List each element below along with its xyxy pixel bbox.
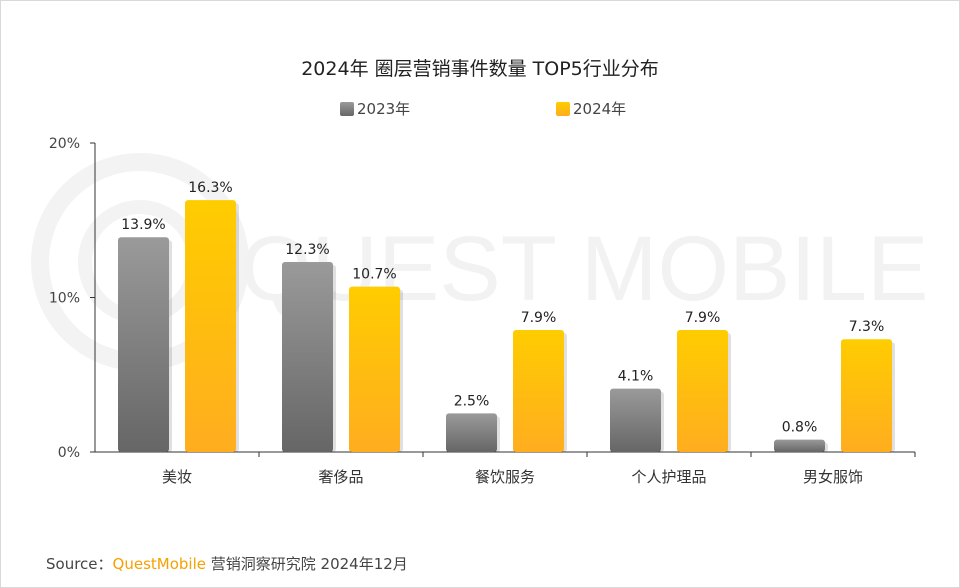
bar-2023 <box>446 413 497 452</box>
source-brand: QuestMobile <box>112 555 206 573</box>
bar-2024 <box>185 200 236 452</box>
bar-2023 <box>774 439 825 452</box>
bar-2023 <box>282 261 333 452</box>
y-tick-label: 10% <box>49 291 80 307</box>
watermark-text: QUEST MOBILE <box>240 218 928 320</box>
data-label: 7.9% <box>521 310 557 326</box>
x-category-label: 个人护理品 <box>631 468 706 486</box>
data-label: 10.7% <box>352 267 396 283</box>
bars: 13.9% 16.3% 12.3% 10.7% 2.5% 7.9% 4.1% 7.9% 0.8%… <box>118 180 895 452</box>
data-label: 7.9% <box>685 310 721 326</box>
data-label: 0.8% <box>782 420 818 436</box>
data-label: 12.3% <box>285 242 329 258</box>
x-category-label: 男女服饰 <box>803 468 863 486</box>
data-label: 4.1% <box>618 369 654 385</box>
bar-2024 <box>513 329 564 452</box>
bar-2023 <box>610 388 661 452</box>
chart-title: 2024年 圈层营销事件数量 TOP5行业分布 <box>301 58 659 80</box>
bar-2023 <box>118 237 169 452</box>
y-tick-label: 0% <box>58 445 80 461</box>
x-category-label: 奢侈品 <box>318 468 363 486</box>
bar-2024 <box>841 339 892 452</box>
legend-label-2024: 2024年 <box>573 100 627 118</box>
data-label: 16.3% <box>188 180 232 196</box>
source-line: Source：QuestMobile 营销洞察研究院 2024年12月 <box>46 553 408 574</box>
watermark: QUEST MOBILE <box>31 153 928 371</box>
bar-2024 <box>349 286 400 452</box>
data-label: 2.5% <box>454 393 490 409</box>
legend-swatch-2024 <box>556 101 570 116</box>
legend-label-2023: 2023年 <box>357 100 411 118</box>
x-category-label: 餐饮服务 <box>475 468 535 486</box>
legend-item-2024: 2024年 <box>556 98 626 119</box>
data-label: 7.3% <box>849 319 885 335</box>
source-suffix: 营销洞察研究院 2024年12月 <box>205 555 408 573</box>
data-label: 13.9% <box>121 217 165 233</box>
bar-2024 <box>677 329 728 452</box>
legend-item-2023: 2023年 <box>340 98 410 119</box>
legend-swatch-2023 <box>340 101 354 116</box>
y-tick-label: 20% <box>49 136 80 152</box>
x-category-label: 美妆 <box>162 468 192 486</box>
source-prefix: Source： <box>46 555 113 573</box>
